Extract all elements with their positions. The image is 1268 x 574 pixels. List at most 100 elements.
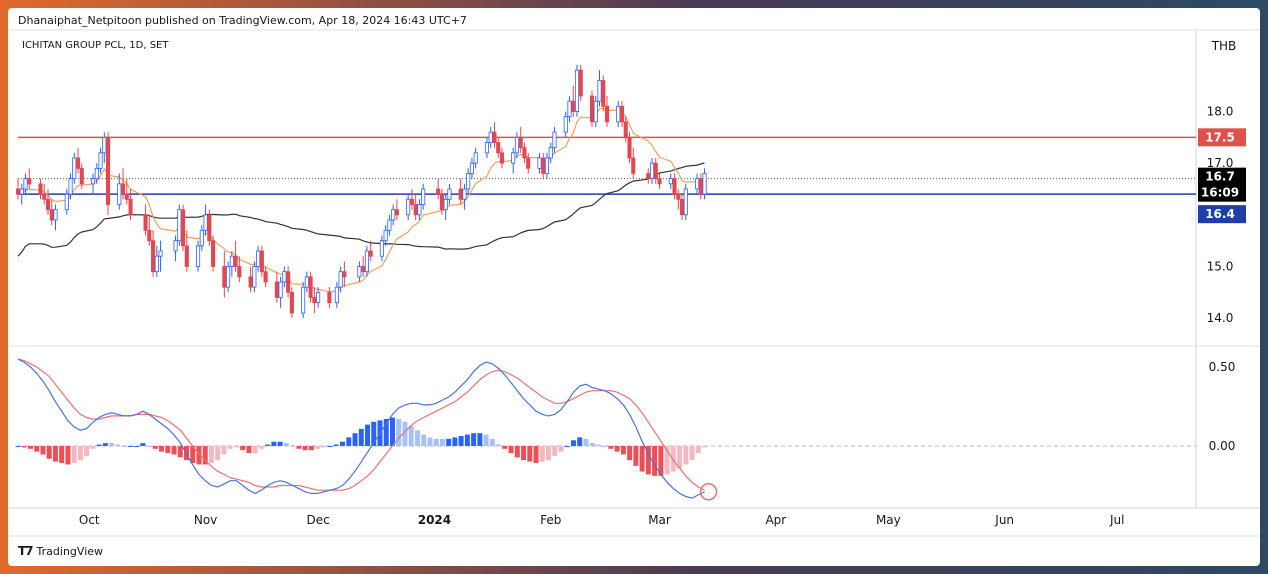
- candle-body: [196, 245, 201, 267]
- macd-histogram-bar: [196, 445, 202, 465]
- currency-label: THB: [1211, 39, 1237, 53]
- candle-body: [484, 142, 489, 154]
- macd-histogram-bar: [371, 421, 377, 446]
- candle-body: [518, 136, 523, 149]
- macd-histogram-bar: [308, 445, 314, 451]
- resistance-price-tag-bg: [1198, 128, 1246, 147]
- candle-body: [458, 188, 463, 200]
- time-axis-label: Apr: [765, 513, 786, 527]
- chart-canvas[interactable]: ICHITAN GROUP PCL, 1D, SET THB 18.0 17.0 15.…: [8, 8, 1260, 566]
- price-tick-label: 17.0: [1207, 156, 1234, 170]
- candle-body: [98, 152, 103, 169]
- macd-histogram-bar: [558, 445, 564, 452]
- macd-histogram-bar: [564, 445, 570, 447]
- candle-body: [23, 178, 28, 190]
- macd-histogram-bar: [508, 445, 514, 454]
- candle-body: [53, 209, 58, 221]
- macd-histogram-bar: [414, 430, 420, 446]
- candle-body: [447, 188, 452, 200]
- macd-histogram-bar: [627, 445, 633, 461]
- macd-histogram-bar: [433, 438, 439, 446]
- candle-body: [469, 162, 474, 174]
- candle-body: [552, 131, 557, 149]
- resistance-price-tag: 17.5: [1205, 130, 1235, 144]
- candle-body: [304, 276, 309, 288]
- macd-histogram-bar: [658, 445, 664, 476]
- candle-body: [383, 229, 388, 242]
- candle-body: [649, 162, 655, 180]
- candle-body: [627, 136, 632, 159]
- macd-histogram-bar: [483, 434, 489, 446]
- candle-body: [514, 136, 520, 154]
- macd-histogram-bar: [620, 445, 626, 455]
- macd-histogram-bar: [421, 434, 427, 446]
- candle-body: [263, 271, 268, 283]
- macd-histogram-bar: [595, 444, 601, 446]
- macd-histogram-bar: [458, 436, 464, 446]
- candle-body: [544, 157, 550, 174]
- candle-body: [327, 291, 332, 304]
- candle-body: [102, 136, 107, 154]
- candle-body: [571, 100, 576, 112]
- macd-histogram-bar: [290, 445, 296, 447]
- macd-histogram-bar: [683, 445, 689, 465]
- time-axis-label: Jul: [1109, 513, 1124, 527]
- macd-histogram-bar: [277, 441, 283, 446]
- macd-histogram-bar: [115, 444, 121, 446]
- macd-histogram-bar: [452, 437, 458, 446]
- time-axis-label: Dec: [307, 513, 330, 527]
- candle-body: [499, 152, 505, 164]
- candle-body: [316, 291, 321, 304]
- candle-body: [211, 240, 216, 267]
- macd-histogram-bar: [677, 445, 683, 469]
- last-price-tag: 16.7: [1205, 170, 1235, 184]
- candle-body: [286, 271, 291, 293]
- macd-histogram-bar: [527, 445, 533, 462]
- candle-body: [702, 173, 707, 195]
- macd-histogram-bar: [546, 445, 552, 461]
- macd-histogram-bar: [246, 445, 252, 454]
- candle-body: [439, 193, 444, 211]
- candle-body: [124, 193, 129, 200]
- signal-line: [17, 358, 705, 491]
- macd-histogram-bar: [383, 418, 389, 446]
- macd-histogram-bar: [21, 445, 27, 448]
- macd-histogram-bar: [102, 443, 108, 446]
- macd-histogram-bar: [496, 444, 502, 446]
- macd-histogram-bar: [315, 445, 321, 449]
- macd-histogram-bar: [645, 445, 651, 475]
- macd-histogram-bar: [215, 445, 221, 461]
- price-tick-label: 15.0: [1207, 260, 1234, 274]
- candle-body: [207, 214, 212, 242]
- macd-histogram-bar: [109, 443, 115, 446]
- candle-body: [42, 193, 47, 200]
- candle-body: [391, 209, 396, 221]
- candle-body: [694, 178, 700, 190]
- tradingview-brand[interactable]: 𝗧7 TradingView: [18, 544, 103, 558]
- candle-body: [120, 183, 126, 195]
- macd-histogram-bar: [477, 433, 483, 446]
- candle-body: [683, 188, 688, 216]
- candle-body: [15, 188, 21, 195]
- candle-body: [301, 286, 306, 314]
- macd-histogram-bar: [352, 433, 358, 446]
- candle-body: [233, 255, 238, 267]
- macd-histogram-bar: [396, 418, 402, 446]
- macd-histogram-bar: [227, 445, 233, 449]
- candle-body: [589, 95, 595, 123]
- macd-histogram-bar: [652, 445, 658, 476]
- macd-histogram-bar: [159, 445, 165, 452]
- candle-body: [496, 142, 501, 154]
- candle-body: [274, 281, 279, 298]
- candle-body: [387, 219, 392, 231]
- candle-body: [646, 173, 651, 180]
- candle-body: [203, 214, 208, 231]
- candle-body: [334, 286, 339, 304]
- macd-histogram-bar: [233, 445, 239, 448]
- candle-body: [413, 204, 418, 216]
- macd-histogram-bar: [202, 445, 208, 465]
- macd-histogram-bar: [327, 445, 333, 447]
- macd-histogram-bar: [427, 437, 433, 446]
- candle-body: [151, 240, 156, 273]
- macd-histogram-bar: [302, 445, 308, 451]
